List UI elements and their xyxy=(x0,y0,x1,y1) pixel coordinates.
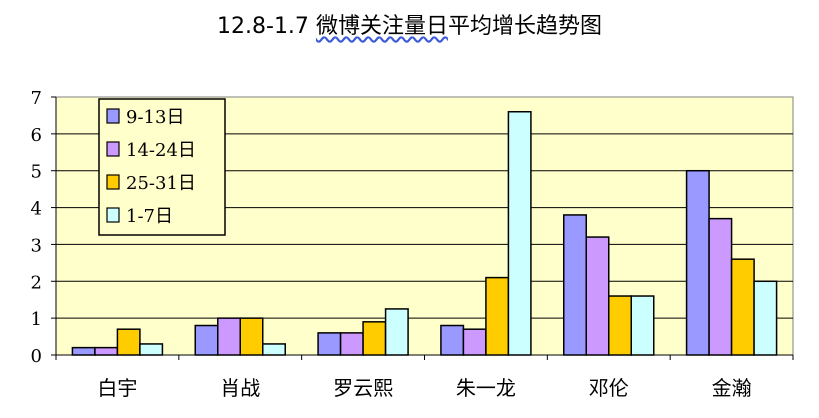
bar xyxy=(71,346,96,356)
x-tick-label: 白宇 xyxy=(97,376,137,400)
y-tick-label: 2 xyxy=(31,272,42,293)
chart-title-prefix: 12.8-1.7 xyxy=(217,14,309,39)
chart-title-underlined: 微博关注量日 xyxy=(315,14,448,39)
y-tick-label: 0 xyxy=(31,346,42,367)
bar xyxy=(362,321,387,356)
y-tick-label: 7 xyxy=(31,88,42,109)
bar xyxy=(507,110,532,356)
x-tick-label: 朱一龙 xyxy=(456,376,516,400)
bar xyxy=(608,295,632,356)
bar xyxy=(440,324,465,356)
legend-label: 25-31日 xyxy=(126,173,196,194)
bar xyxy=(217,317,241,356)
bar xyxy=(94,346,119,356)
bar xyxy=(485,276,510,356)
legend-label: 1-7日 xyxy=(126,206,173,227)
bar xyxy=(194,324,219,356)
x-axis: 白宇 肖战 罗云熙 朱一龙 邓伦 金瀚 xyxy=(55,354,794,400)
legend-label: 14-24日 xyxy=(126,140,196,161)
x-tick-label: 肖战 xyxy=(220,376,260,400)
y-axis: 0 1 2 3 4 5 6 7 xyxy=(31,88,57,367)
legend: 9-13日 14-24日 25-31日 1-7日 xyxy=(98,98,226,236)
bar xyxy=(462,328,487,356)
bar xyxy=(630,295,655,356)
bars-group xyxy=(71,110,778,356)
bar xyxy=(339,332,364,356)
y-tick-label: 6 xyxy=(31,125,42,146)
bar xyxy=(685,169,710,356)
y-tick-label: 5 xyxy=(31,162,42,183)
y-tick-label: 1 xyxy=(31,309,42,330)
bar xyxy=(753,280,778,356)
legend-label: 9-13日 xyxy=(126,107,184,128)
bar xyxy=(239,317,264,356)
chart-title-suffix: 平均增长趋势图 xyxy=(447,14,602,39)
x-tick-label: 罗云熙 xyxy=(333,376,393,400)
bar xyxy=(585,236,610,356)
y-tick-label: 4 xyxy=(31,199,42,220)
y-tick-label: 3 xyxy=(31,235,42,256)
legend-swatch xyxy=(106,207,120,223)
bar xyxy=(116,328,141,356)
chart-title: 12.8-1.7 微博关注量日平均增长趋势图 xyxy=(0,8,819,40)
x-tick-label: 邓伦 xyxy=(589,376,629,400)
legend-box xyxy=(98,98,226,236)
bar xyxy=(563,214,587,356)
bar xyxy=(384,308,409,356)
bar xyxy=(317,332,342,356)
x-tick-label: 金瀚 xyxy=(712,376,752,400)
legend-swatch xyxy=(106,141,120,157)
bar xyxy=(708,217,733,356)
legend-swatch xyxy=(106,174,120,190)
bar xyxy=(139,343,164,356)
bar xyxy=(262,343,286,356)
legend-swatch xyxy=(106,108,120,124)
bar xyxy=(730,258,755,356)
